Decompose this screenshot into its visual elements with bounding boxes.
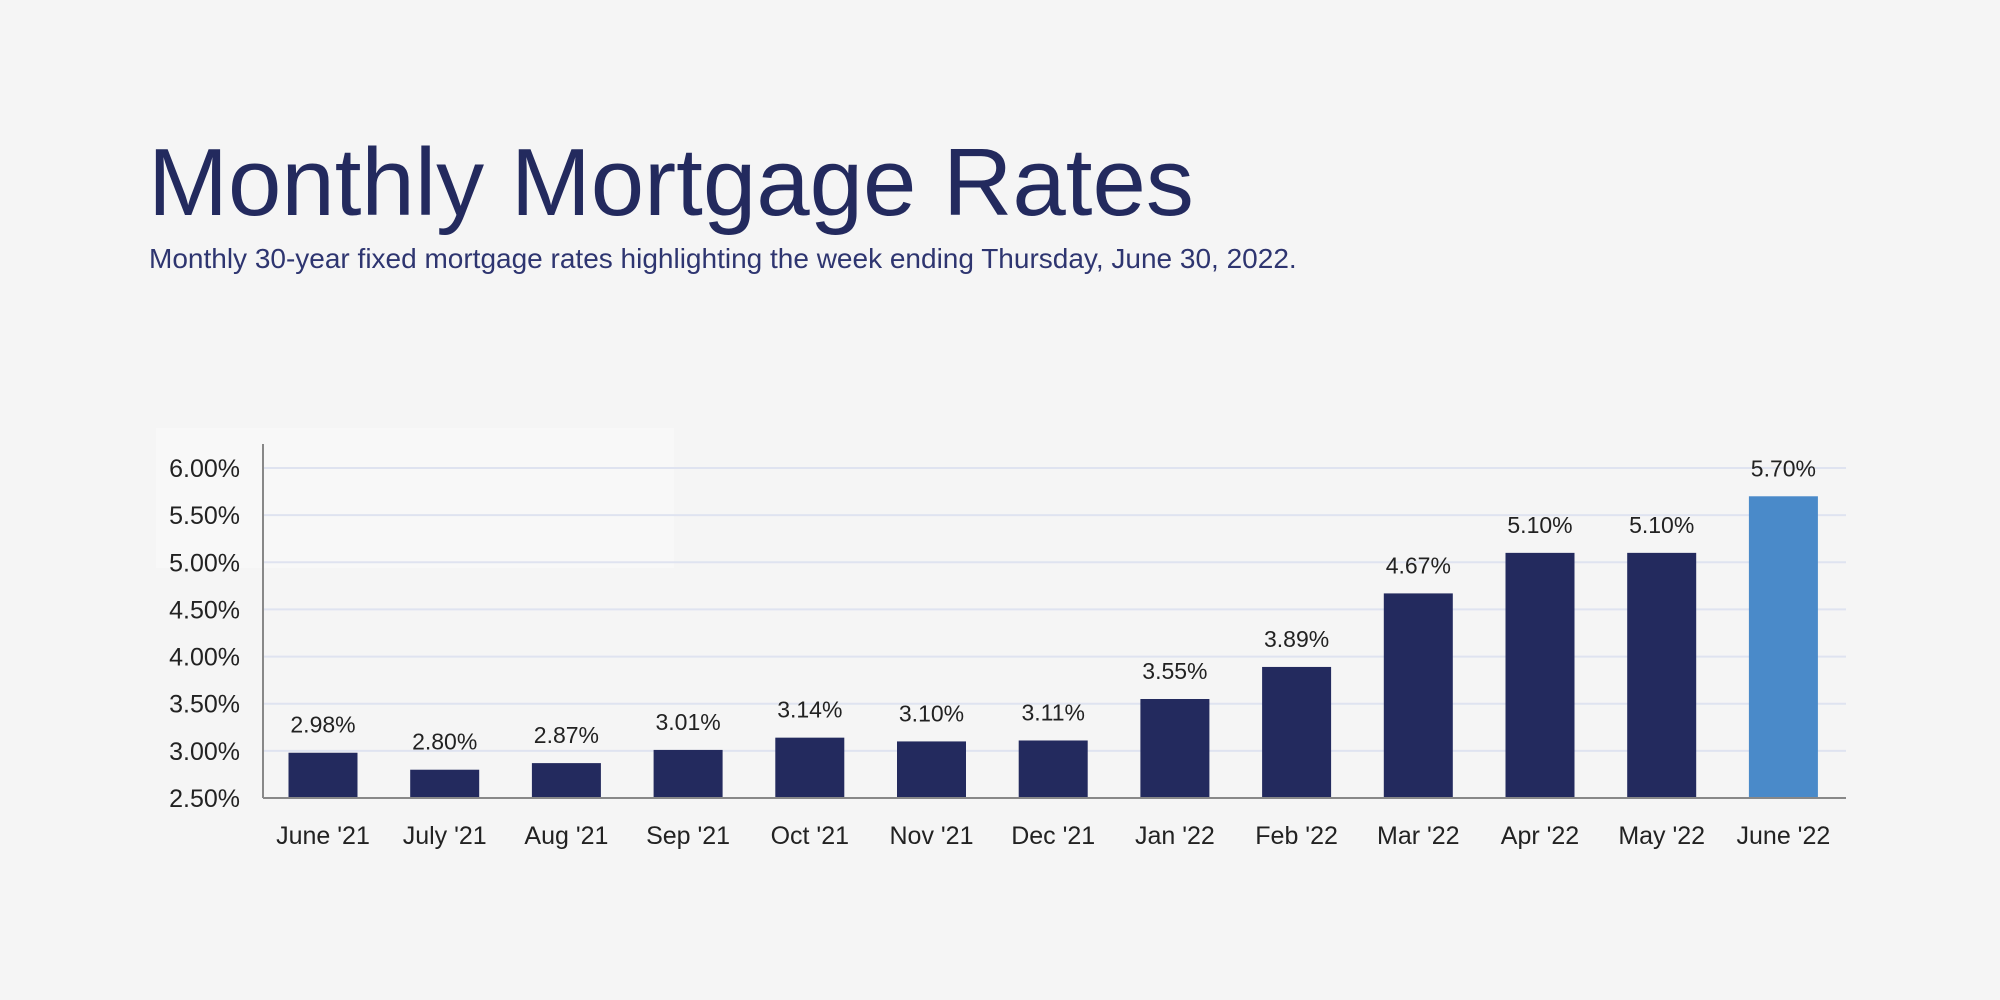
y-tick-label: 3.00%: [169, 738, 240, 766]
data-label: 3.11%: [1021, 699, 1085, 725]
data-label: 3.14%: [777, 697, 842, 723]
bar: [1018, 740, 1088, 798]
data-label: 3.01%: [655, 709, 720, 735]
y-tick-label: 4.50%: [169, 596, 240, 624]
x-tick-label: Sep '21: [646, 822, 730, 850]
data-label: 3.55%: [1142, 658, 1207, 684]
data-label: 2.80%: [412, 729, 477, 755]
bar: [1140, 699, 1210, 798]
bar: [531, 763, 601, 798]
data-label: 2.87%: [534, 722, 599, 748]
x-tick-label: Aug '21: [524, 822, 608, 850]
bar: [410, 769, 480, 798]
x-tick-label: June '21: [276, 822, 370, 850]
x-tick-label: Apr '22: [1501, 822, 1579, 850]
y-tick-label: 5.00%: [169, 549, 240, 577]
bar: [897, 741, 966, 798]
page-title: Monthly Mortgage Rates: [148, 129, 1194, 236]
x-tick-label: June '22: [1737, 822, 1831, 850]
y-tick-label: 4.00%: [169, 644, 240, 672]
data-label: 5.10%: [1507, 512, 1572, 538]
y-tick-label: 5.50%: [169, 502, 240, 530]
x-tick-label: Feb '22: [1255, 822, 1338, 850]
bar: [1262, 666, 1332, 798]
x-tick-label: Nov '21: [890, 822, 974, 850]
y-tick-label: 3.50%: [169, 691, 240, 719]
bar: [1748, 496, 1818, 798]
bar: [1627, 552, 1697, 798]
x-tick-label: Mar '22: [1377, 822, 1460, 850]
data-label: 3.10%: [899, 700, 964, 726]
x-tick-label: Oct '21: [771, 822, 849, 850]
bar: [1505, 552, 1575, 798]
page-subtitle: Monthly 30-year fixed mortgage rates hig…: [149, 243, 1297, 274]
axis-backdrop: [156, 428, 674, 568]
y-tick-label: 2.50%: [169, 785, 240, 813]
data-label: 3.89%: [1264, 626, 1329, 652]
data-label: 2.98%: [290, 712, 355, 738]
y-tick-label: 6.00%: [169, 455, 240, 483]
x-tick-label: Dec '21: [1011, 822, 1095, 850]
x-tick-label: Jan '22: [1135, 822, 1215, 850]
x-tick-label: May '22: [1618, 822, 1705, 850]
data-label: 5.10%: [1629, 512, 1694, 538]
bar: [288, 752, 358, 798]
bar: [653, 749, 723, 798]
bar: [1383, 593, 1453, 798]
bar: [775, 737, 845, 798]
x-tick-label: July '21: [403, 822, 487, 850]
data-label: 5.70%: [1751, 455, 1816, 481]
data-label: 4.67%: [1386, 552, 1451, 578]
